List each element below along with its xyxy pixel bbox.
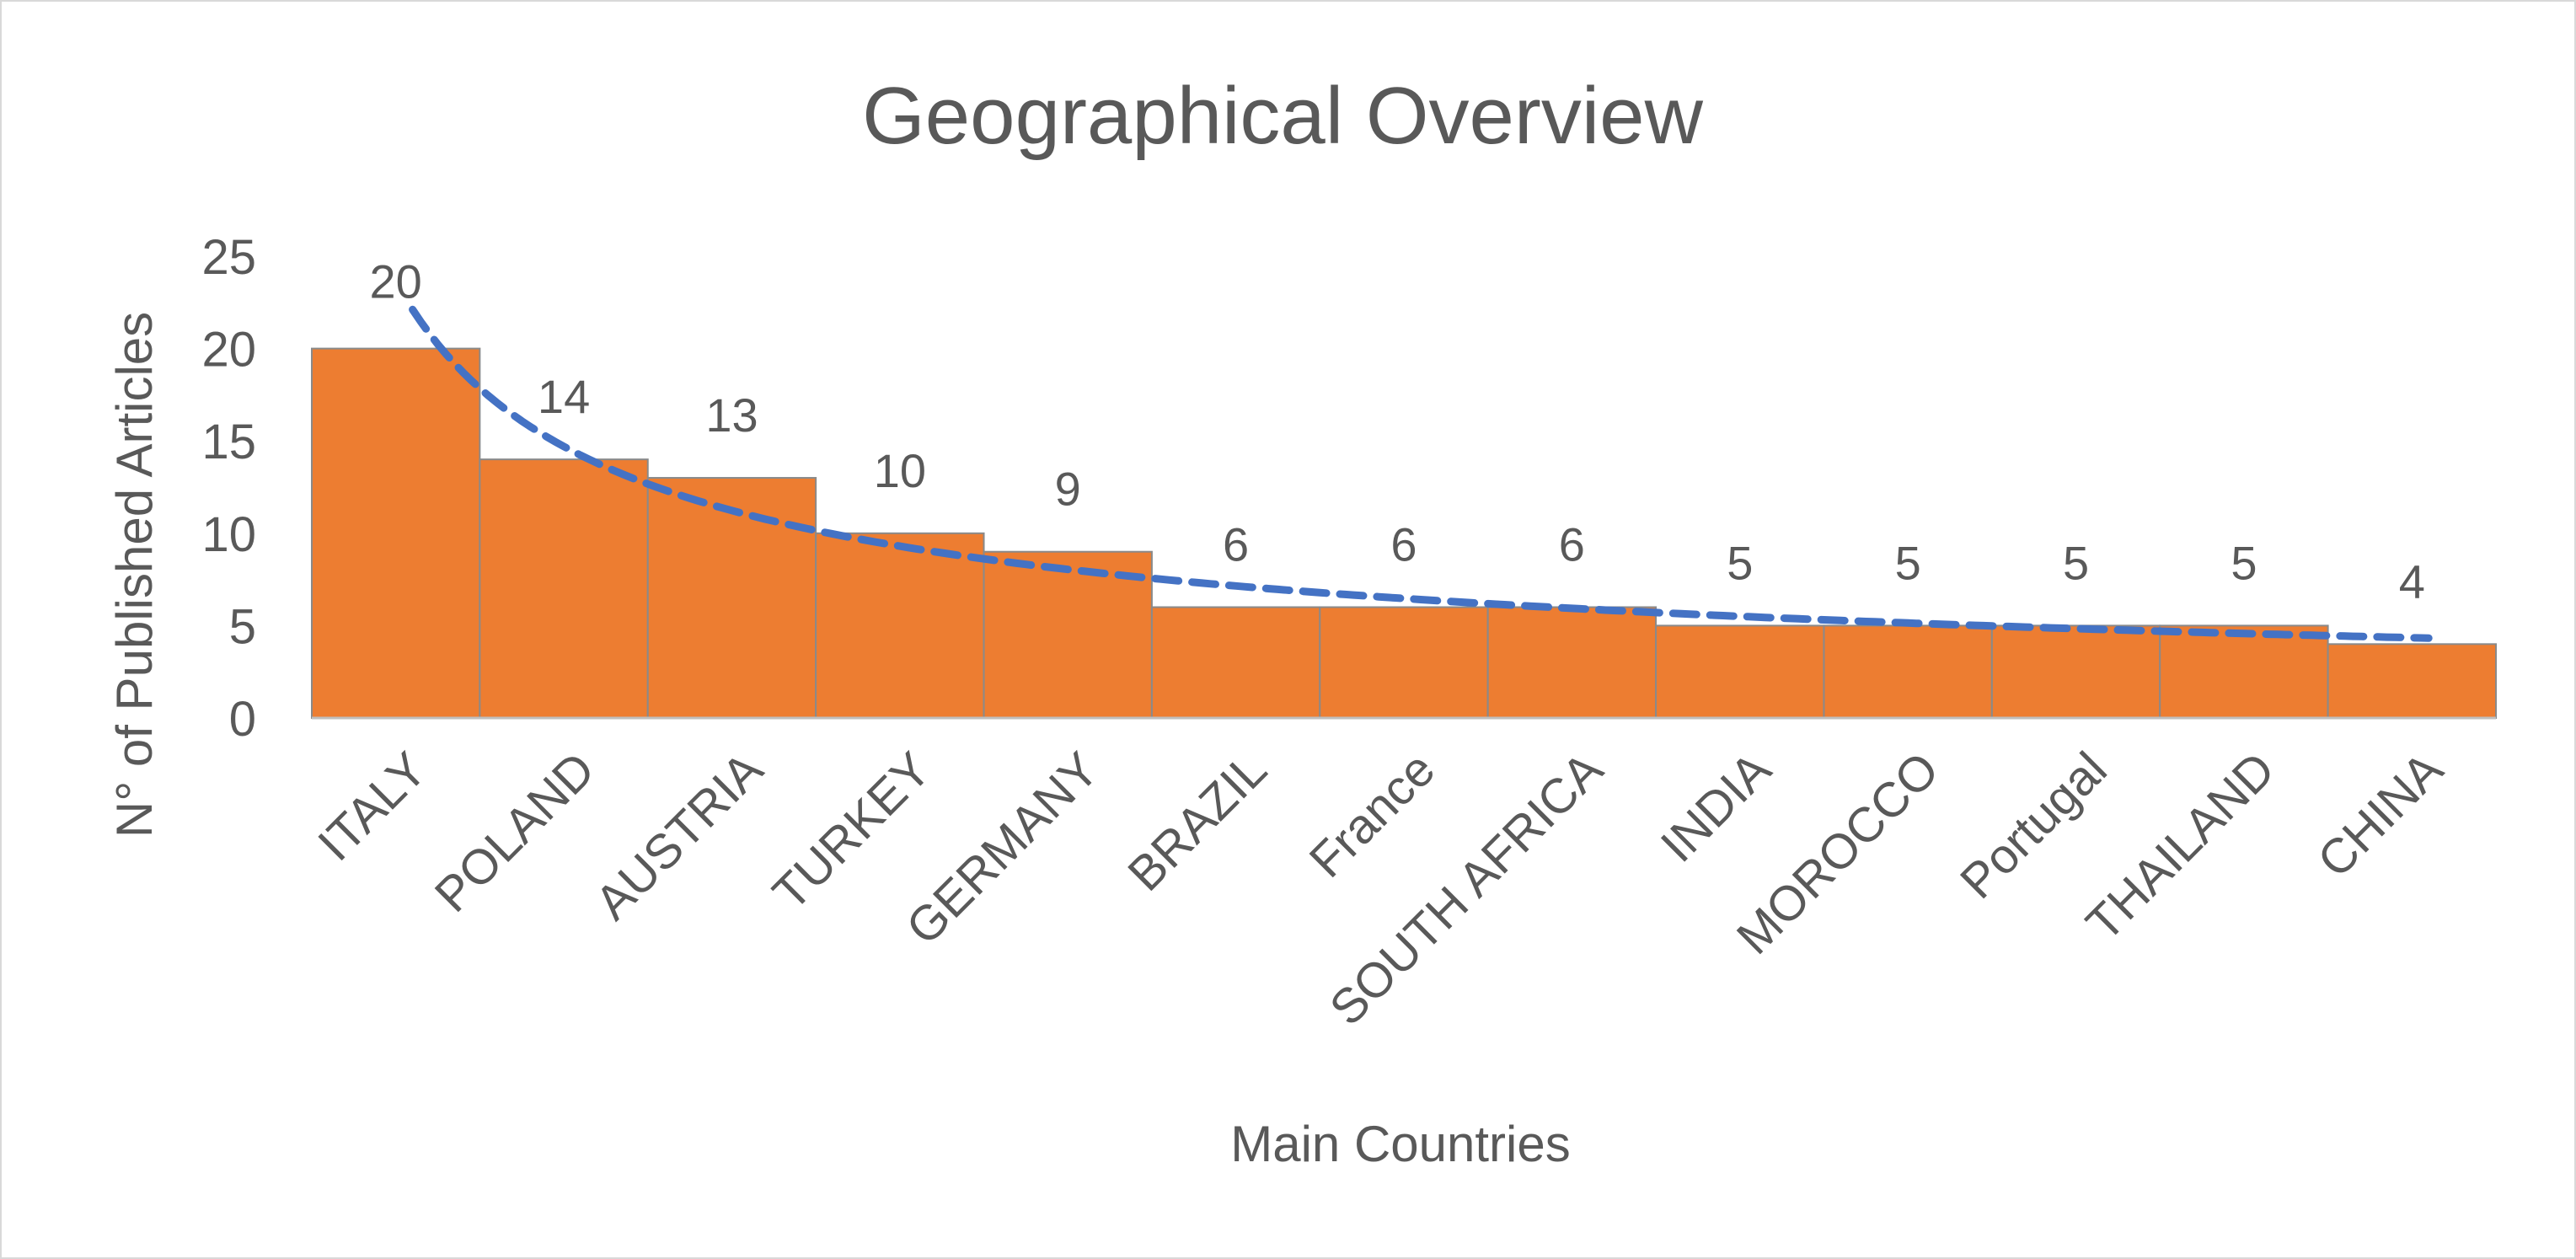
y-axis-label: N° of Published Articles: [106, 312, 163, 838]
data-label: 6: [1390, 517, 1417, 571]
x-tick-label: Portugal: [1950, 742, 2118, 909]
bar: [815, 532, 985, 719]
bars: [311, 347, 2498, 720]
chart-title: Geographical Overview: [862, 71, 1703, 161]
data-label: 6: [1223, 517, 1249, 571]
data-label: 5: [1727, 536, 1753, 589]
x-tick-label: BRAZIL: [1117, 742, 1277, 902]
data-label: 20: [370, 255, 422, 308]
data-labels: 20 14 13 10 9 6 6 6 5 5 5 5 4: [370, 255, 2425, 608]
x-tick-label: TURKEY: [763, 742, 941, 920]
trendline: [409, 305, 2433, 642]
data-label: 10: [874, 444, 926, 497]
data-label: 9: [1055, 463, 1081, 516]
bar: [1486, 606, 1658, 719]
x-tick-label: POLAND: [425, 742, 606, 923]
bar: [646, 477, 817, 719]
y-tick-label: 0: [229, 692, 256, 747]
bar: [2327, 643, 2498, 720]
bar: [1823, 624, 1993, 720]
data-label: 5: [2063, 536, 2089, 589]
data-label: 6: [1559, 517, 1585, 571]
y-tick-label: 20: [201, 323, 256, 378]
bar: [479, 458, 649, 719]
y-tick-label: 5: [229, 599, 256, 654]
data-label: 5: [1895, 536, 1921, 589]
y-tick-label: 10: [201, 507, 256, 562]
bar: [1319, 606, 1489, 719]
bar: [1990, 624, 2161, 720]
data-label: 14: [538, 370, 590, 423]
y-axis-ticks: 0 5 10 15 20 25: [201, 230, 256, 747]
x-tick-label: ITALY: [308, 742, 437, 871]
bar: [1655, 624, 1825, 720]
bar: [2159, 624, 2329, 720]
bar: [983, 550, 1153, 719]
y-tick-label: 25: [201, 230, 256, 285]
data-label: 4: [2399, 554, 2425, 608]
x-tick-label: INDIA: [1651, 742, 1782, 873]
x-axis-label: Main Countries: [1230, 1116, 1571, 1172]
data-label: 13: [705, 388, 758, 442]
bar: [311, 347, 481, 719]
x-tick-label: AUSTRIA: [585, 742, 774, 930]
bar: [1150, 606, 1321, 719]
data-label: 5: [2231, 536, 2257, 589]
x-tick-label: France: [1299, 742, 1446, 888]
x-tick-label: CHINA: [2307, 742, 2454, 888]
y-tick-label: 15: [201, 415, 256, 469]
